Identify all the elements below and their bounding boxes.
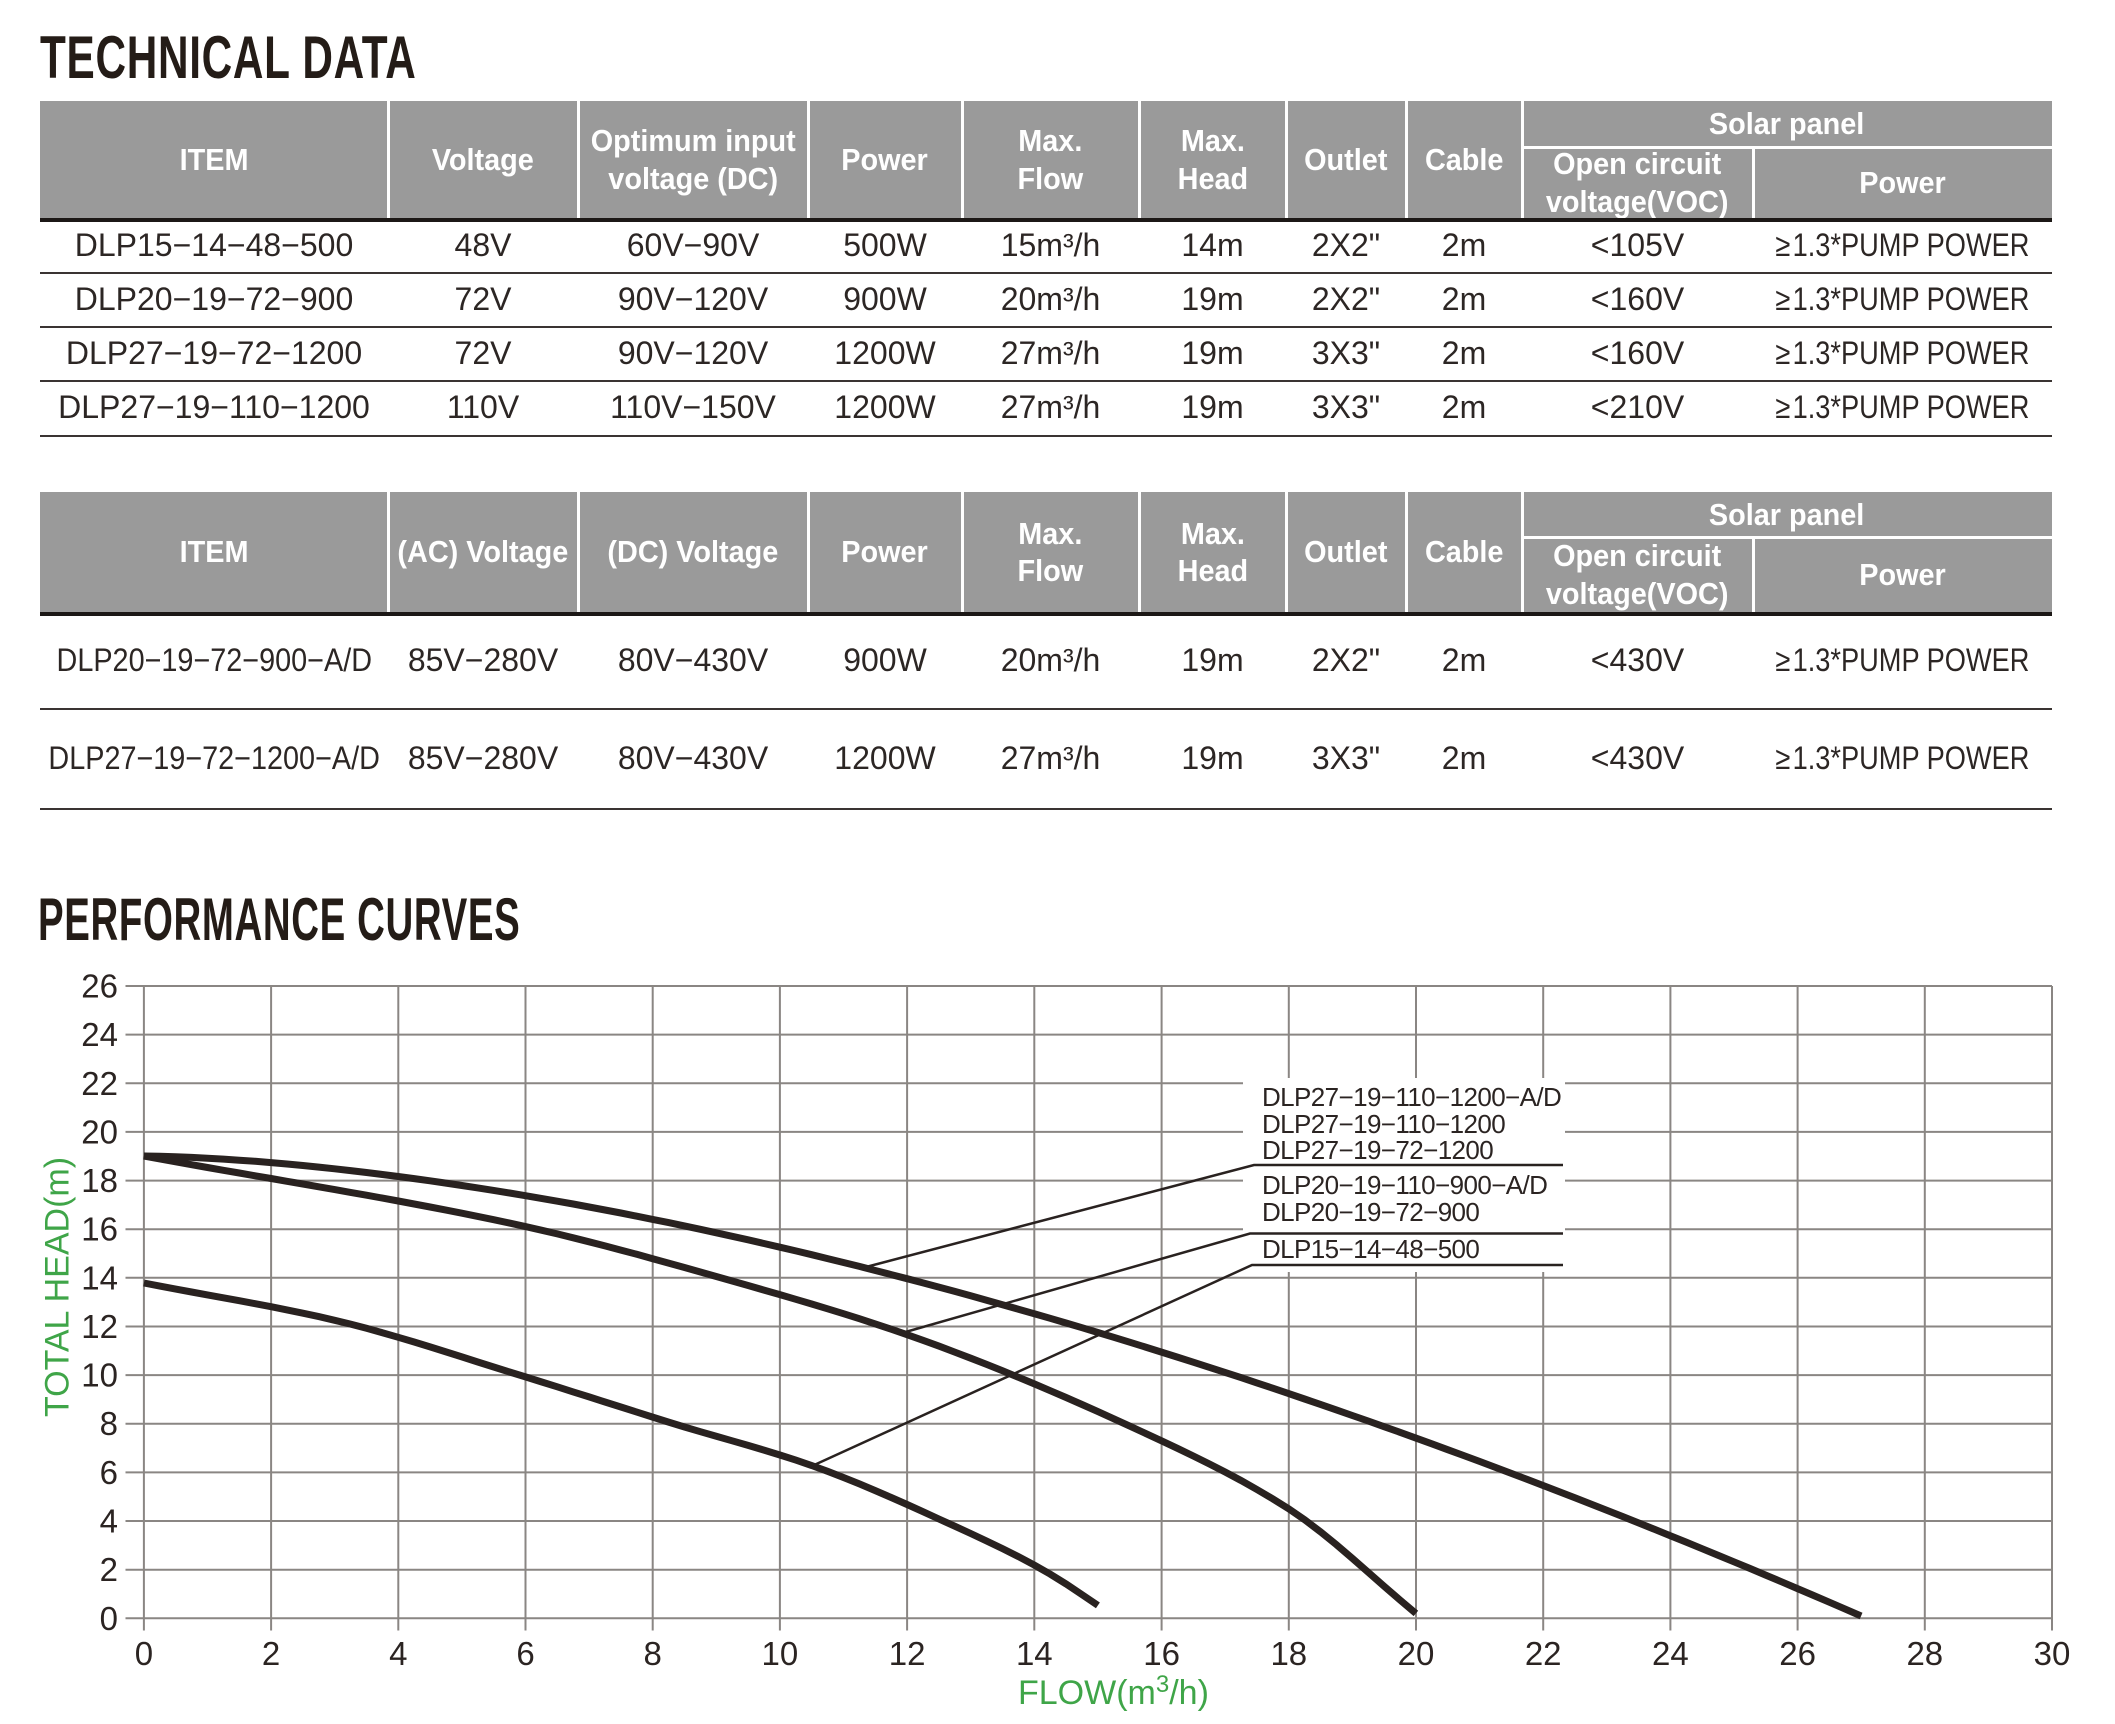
svg-text:14: 14 — [1016, 1635, 1053, 1672]
svg-text:TOTAL HEAD(m): TOTAL HEAD(m) — [39, 1157, 77, 1417]
svg-text:18: 18 — [81, 1162, 118, 1199]
svg-text:FLOW(m3/h): FLOW(m3/h) — [1018, 1671, 1209, 1712]
svg-text:28: 28 — [1906, 1635, 1943, 1672]
svg-text:4: 4 — [100, 1503, 118, 1540]
svg-text:6: 6 — [100, 1454, 118, 1491]
svg-text:22: 22 — [81, 1065, 118, 1102]
svg-text:12: 12 — [889, 1635, 926, 1672]
svg-text:6: 6 — [516, 1635, 534, 1672]
svg-text:20: 20 — [81, 1113, 118, 1150]
svg-text:22: 22 — [1525, 1635, 1562, 1672]
svg-text:DLP20−19−110−900−A/D: DLP20−19−110−900−A/D — [1262, 1170, 1547, 1200]
svg-text:8: 8 — [100, 1405, 118, 1442]
svg-text:16: 16 — [1143, 1635, 1180, 1672]
svg-text:14: 14 — [81, 1259, 118, 1296]
svg-text:DLP27−19−72−1200: DLP27−19−72−1200 — [1262, 1135, 1493, 1165]
svg-text:0: 0 — [135, 1635, 153, 1672]
svg-text:24: 24 — [1652, 1635, 1689, 1672]
svg-text:24: 24 — [81, 1016, 118, 1053]
svg-text:30: 30 — [2034, 1635, 2071, 1672]
svg-text:4: 4 — [389, 1635, 407, 1672]
svg-text:2: 2 — [262, 1635, 280, 1672]
svg-text:2: 2 — [100, 1551, 118, 1588]
svg-text:26: 26 — [1779, 1635, 1816, 1672]
svg-text:18: 18 — [1270, 1635, 1307, 1672]
svg-text:DLP27−19−110−1200: DLP27−19−110−1200 — [1262, 1109, 1505, 1139]
svg-text:12: 12 — [81, 1308, 118, 1345]
svg-text:10: 10 — [81, 1357, 118, 1394]
svg-text:10: 10 — [762, 1635, 799, 1672]
svg-text:16: 16 — [81, 1211, 118, 1248]
svg-text:8: 8 — [644, 1635, 662, 1672]
svg-text:DLP20−19−72−900: DLP20−19−72−900 — [1262, 1197, 1479, 1227]
svg-text:DLP27−19−110−1200−A/D: DLP27−19−110−1200−A/D — [1262, 1082, 1561, 1112]
svg-text:DLP15−14−48−500: DLP15−14−48−500 — [1262, 1234, 1479, 1264]
svg-text:20: 20 — [1398, 1635, 1435, 1672]
svg-text:0: 0 — [100, 1600, 118, 1637]
svg-text:26: 26 — [81, 968, 118, 1005]
